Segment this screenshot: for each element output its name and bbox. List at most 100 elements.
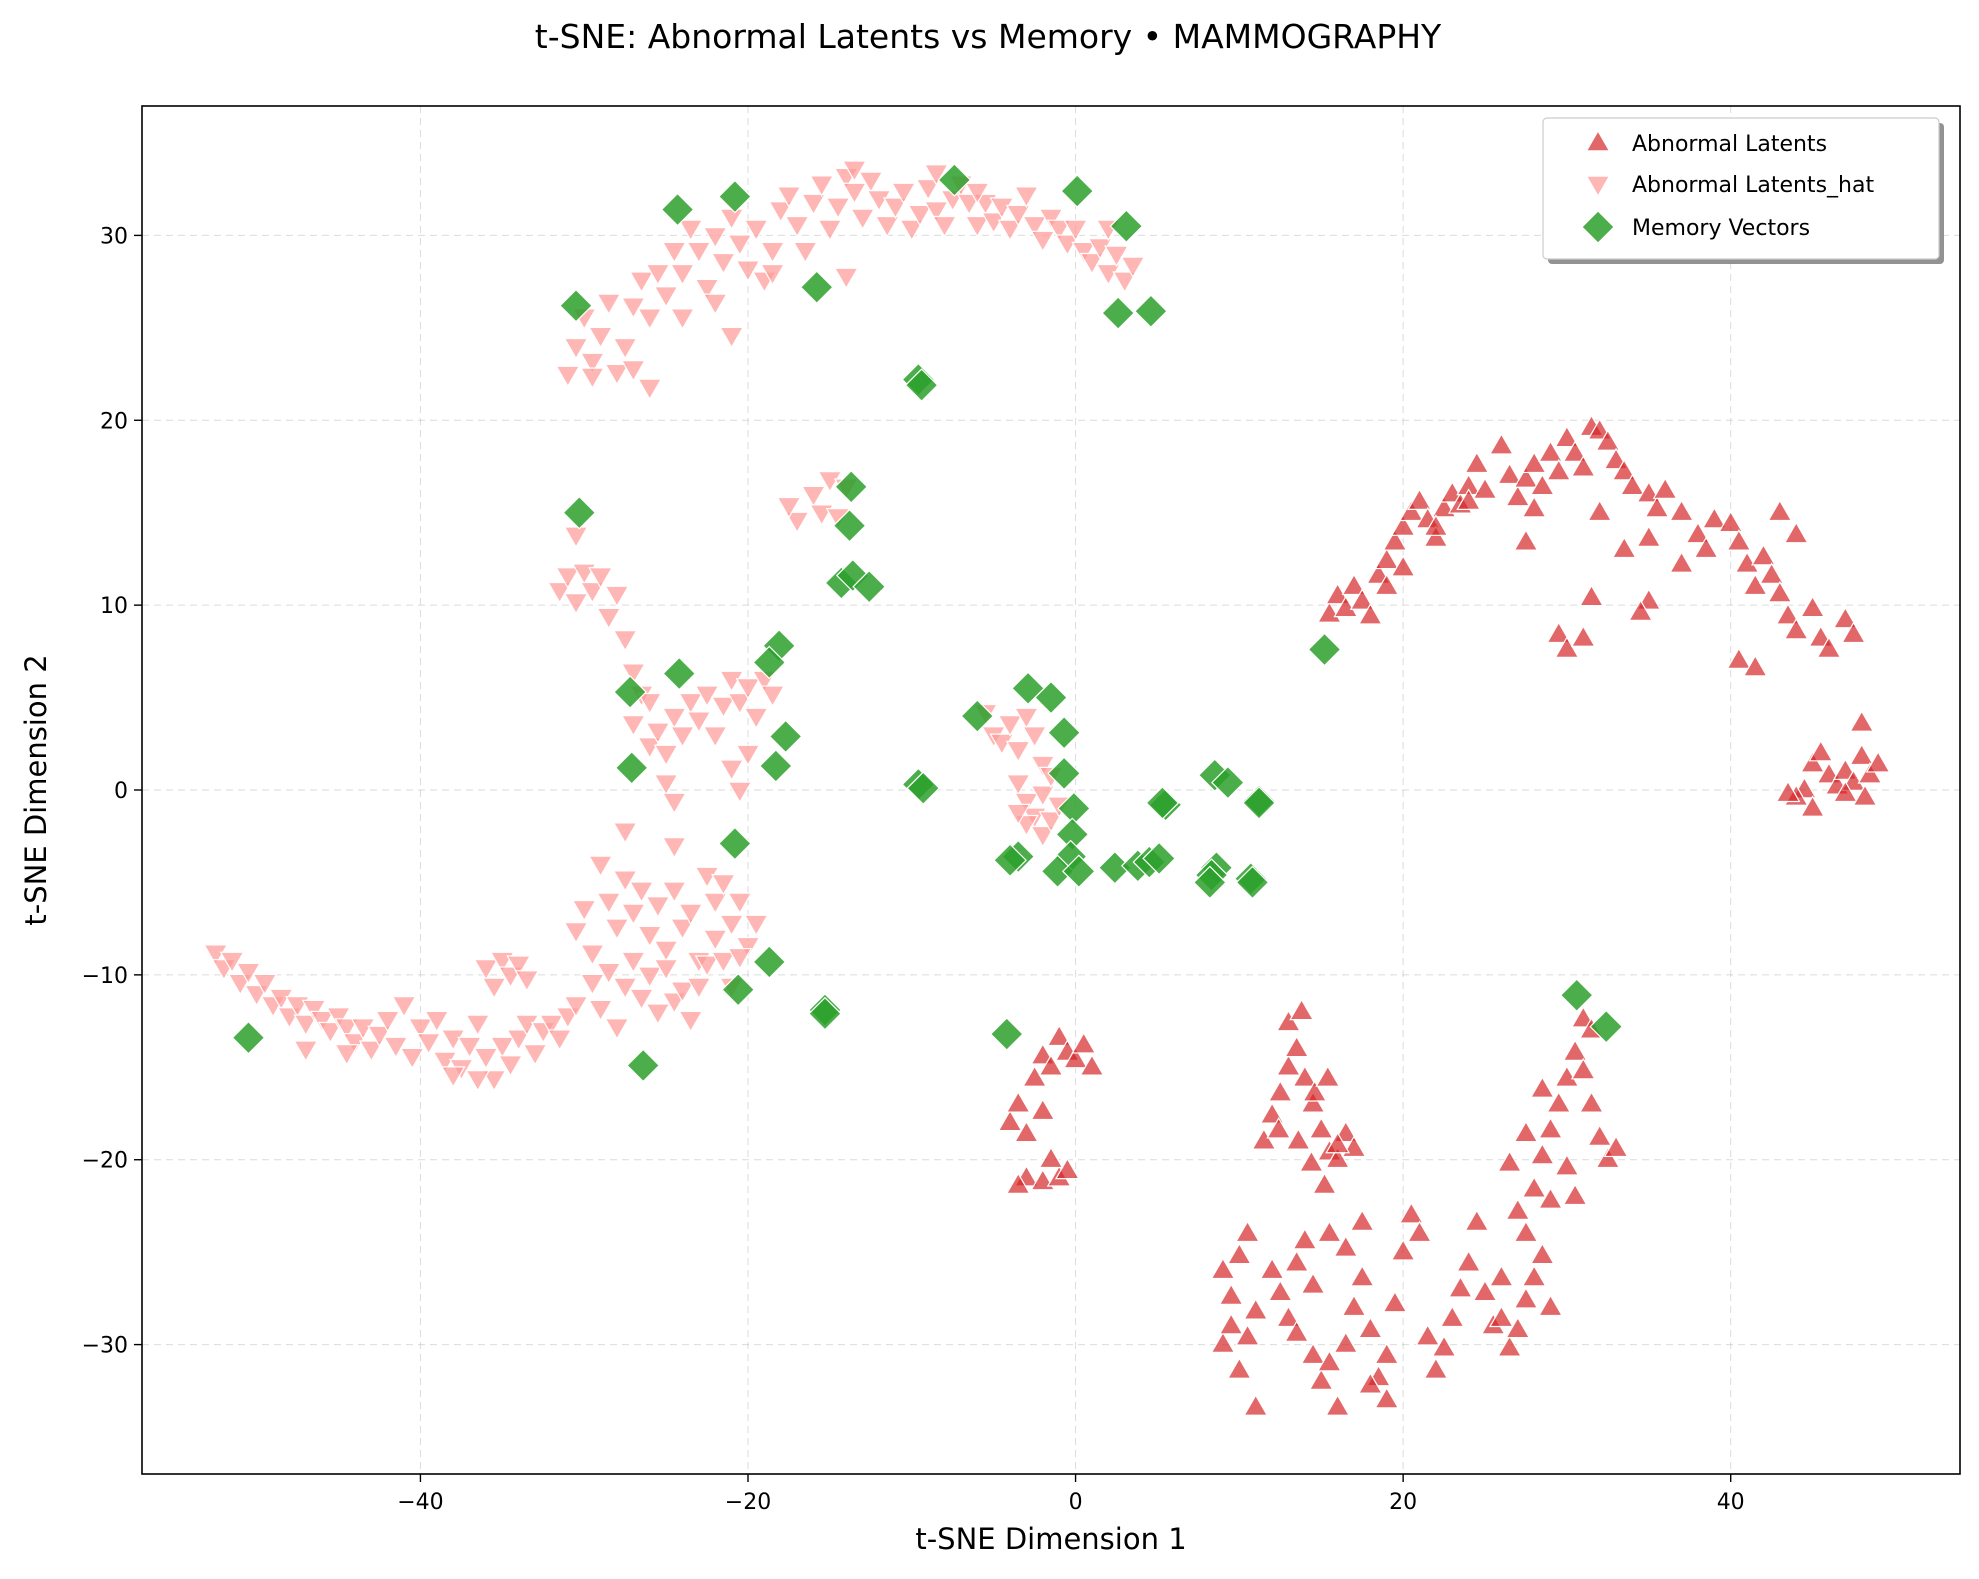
memory-vector-point bbox=[1061, 854, 1096, 889]
abnormal-latent-hat-point bbox=[432, 1051, 458, 1074]
abnormal-latent-hat-point bbox=[727, 692, 753, 715]
abnormal-latent-hat-point bbox=[727, 947, 753, 970]
abnormal-latent-point bbox=[1693, 536, 1719, 559]
abnormal-latent-point bbox=[1554, 425, 1580, 448]
abnormal-latent-hat-point bbox=[1013, 186, 1039, 208]
abnormal-latent-point bbox=[1210, 1331, 1236, 1353]
abnormal-latent-hat-point bbox=[760, 685, 786, 708]
abnormal-latent-point bbox=[1226, 1242, 1252, 1265]
abnormal-latent-hat-point bbox=[776, 496, 802, 519]
abnormal-latent-point bbox=[1865, 750, 1891, 773]
abnormal-latent-hat-point bbox=[309, 1010, 335, 1033]
abnormal-latent-point bbox=[1529, 1142, 1555, 1165]
memory-vector-point bbox=[1242, 786, 1276, 820]
abnormal-latent-point bbox=[1038, 1146, 1064, 1169]
abnormal-latent-point bbox=[1235, 1220, 1260, 1243]
abnormal-latent-hat-point bbox=[710, 696, 736, 719]
abnormal-latent-hat-point bbox=[1054, 234, 1080, 257]
abnormal-latent-point bbox=[1513, 1287, 1539, 1309]
abnormal-latent-hat-point bbox=[923, 201, 949, 223]
abnormal-latent-hat-point bbox=[727, 892, 753, 915]
abnormal-latent-point bbox=[1298, 1150, 1324, 1172]
abnormal-latent-point bbox=[1300, 1342, 1326, 1365]
abnormal-latent-point bbox=[1357, 603, 1383, 625]
abnormal-latent-point bbox=[1513, 1120, 1539, 1143]
abnormal-latent-point bbox=[1513, 1220, 1539, 1243]
abnormal-latent-hat-point bbox=[1030, 755, 1056, 778]
abnormal-latent-point bbox=[1775, 780, 1801, 803]
abnormal-latent-hat-point bbox=[653, 774, 679, 796]
abnormal-latent-hat-point bbox=[440, 1066, 466, 1088]
abnormal-latent-hat-point bbox=[694, 955, 720, 977]
memory-vector-point bbox=[835, 558, 870, 593]
abnormal-latent-point bbox=[1497, 1335, 1523, 1357]
abnormal-latent-point bbox=[1562, 1039, 1588, 1061]
abnormal-latent-point bbox=[1226, 1357, 1252, 1379]
memory-vector-point bbox=[852, 569, 887, 604]
abnormal-latent-point bbox=[1538, 1187, 1563, 1209]
abnormal-latent-hat-point bbox=[661, 792, 687, 815]
abnormal-latent-hat-point bbox=[612, 822, 638, 844]
abnormal-latent-point bbox=[1325, 1146, 1351, 1169]
abnormal-latent-hat-point bbox=[760, 241, 786, 264]
abnormal-latent-hat-point bbox=[784, 215, 810, 238]
abnormal-latent-hat-point bbox=[1079, 252, 1105, 275]
abnormal-latent-hat-point bbox=[1005, 803, 1031, 826]
abnormal-latent-point bbox=[1357, 1372, 1383, 1394]
abnormal-latent-hat-point bbox=[1005, 740, 1031, 763]
abnormal-latent-hat-point bbox=[473, 959, 499, 981]
abnormal-latent-hat-point bbox=[833, 267, 859, 290]
series-layer bbox=[203, 160, 1891, 1416]
abnormal-latent-point bbox=[1488, 1264, 1514, 1287]
abnormal-latent-hat-point bbox=[866, 190, 892, 212]
abnormal-latent-hat-point bbox=[1071, 241, 1097, 264]
abnormal-latent-hat-point bbox=[424, 1010, 450, 1033]
abnormal-latent-hat-point bbox=[588, 855, 614, 878]
memory-vector-point bbox=[832, 508, 867, 543]
abnormal-latent-hat-point bbox=[661, 881, 687, 904]
abnormal-latent-hat-point bbox=[620, 951, 646, 974]
abnormal-latent-point bbox=[1325, 1394, 1351, 1416]
abnormal-latent-point bbox=[1652, 477, 1678, 499]
abnormal-latent-point bbox=[1611, 458, 1637, 481]
abnormal-latent-point bbox=[1374, 573, 1400, 596]
abnormal-latent-point bbox=[1276, 1054, 1301, 1076]
abnormal-latent-hat-point bbox=[457, 1036, 483, 1059]
abnormal-latent-hat-point bbox=[236, 962, 261, 985]
abnormal-latent-point bbox=[1505, 1198, 1531, 1220]
abnormal-latent-point bbox=[1832, 606, 1858, 629]
abnormal-latent-hat-point bbox=[719, 326, 745, 349]
abnormal-latent-hat-point bbox=[997, 715, 1023, 737]
memory-vector-point bbox=[808, 996, 842, 1031]
abnormal-latent-hat-point bbox=[1095, 263, 1121, 286]
abnormal-latent-point bbox=[1775, 603, 1801, 625]
abnormal-latent-point bbox=[1251, 1128, 1277, 1150]
abnormal-latent-hat-point bbox=[612, 870, 638, 892]
abnormal-latent-hat-point bbox=[596, 607, 622, 630]
abnormal-latent-hat-point bbox=[768, 201, 794, 223]
abnormal-latent-hat-point bbox=[825, 197, 851, 220]
abnormal-latent-point bbox=[1407, 488, 1432, 511]
y-tick-label: 10 bbox=[100, 594, 128, 619]
abnormal-latent-hat-point bbox=[981, 212, 1007, 234]
abnormal-latent-point bbox=[1266, 1116, 1292, 1139]
abnormal-latent-point bbox=[1079, 1054, 1105, 1076]
abnormal-latent-hat-point bbox=[383, 1036, 409, 1059]
abnormal-latent-hat-point bbox=[932, 215, 957, 238]
abnormal-latent-hat-point bbox=[301, 999, 327, 1022]
abnormal-latent-hat-point bbox=[670, 726, 695, 748]
memory-vector-point bbox=[1235, 865, 1270, 900]
abnormal-latent-hat-point bbox=[727, 781, 753, 804]
abnormal-latent-point bbox=[1538, 440, 1563, 462]
abnormal-latent-point bbox=[1390, 514, 1416, 536]
x-tick-label: 40 bbox=[1717, 1490, 1745, 1515]
abnormal-latent-hat-point bbox=[629, 881, 654, 904]
abnormal-latent-hat-point bbox=[899, 219, 925, 242]
abnormal-latent-point bbox=[1333, 595, 1359, 618]
abnormal-latent-hat-point bbox=[686, 977, 712, 1000]
abnormal-latent-point bbox=[1579, 1091, 1604, 1113]
abnormal-latent-point bbox=[1849, 710, 1875, 732]
abnormal-latent-point bbox=[1554, 1065, 1580, 1087]
abnormal-latent-point bbox=[1472, 477, 1498, 499]
abnormal-latent-point bbox=[1005, 1172, 1031, 1195]
